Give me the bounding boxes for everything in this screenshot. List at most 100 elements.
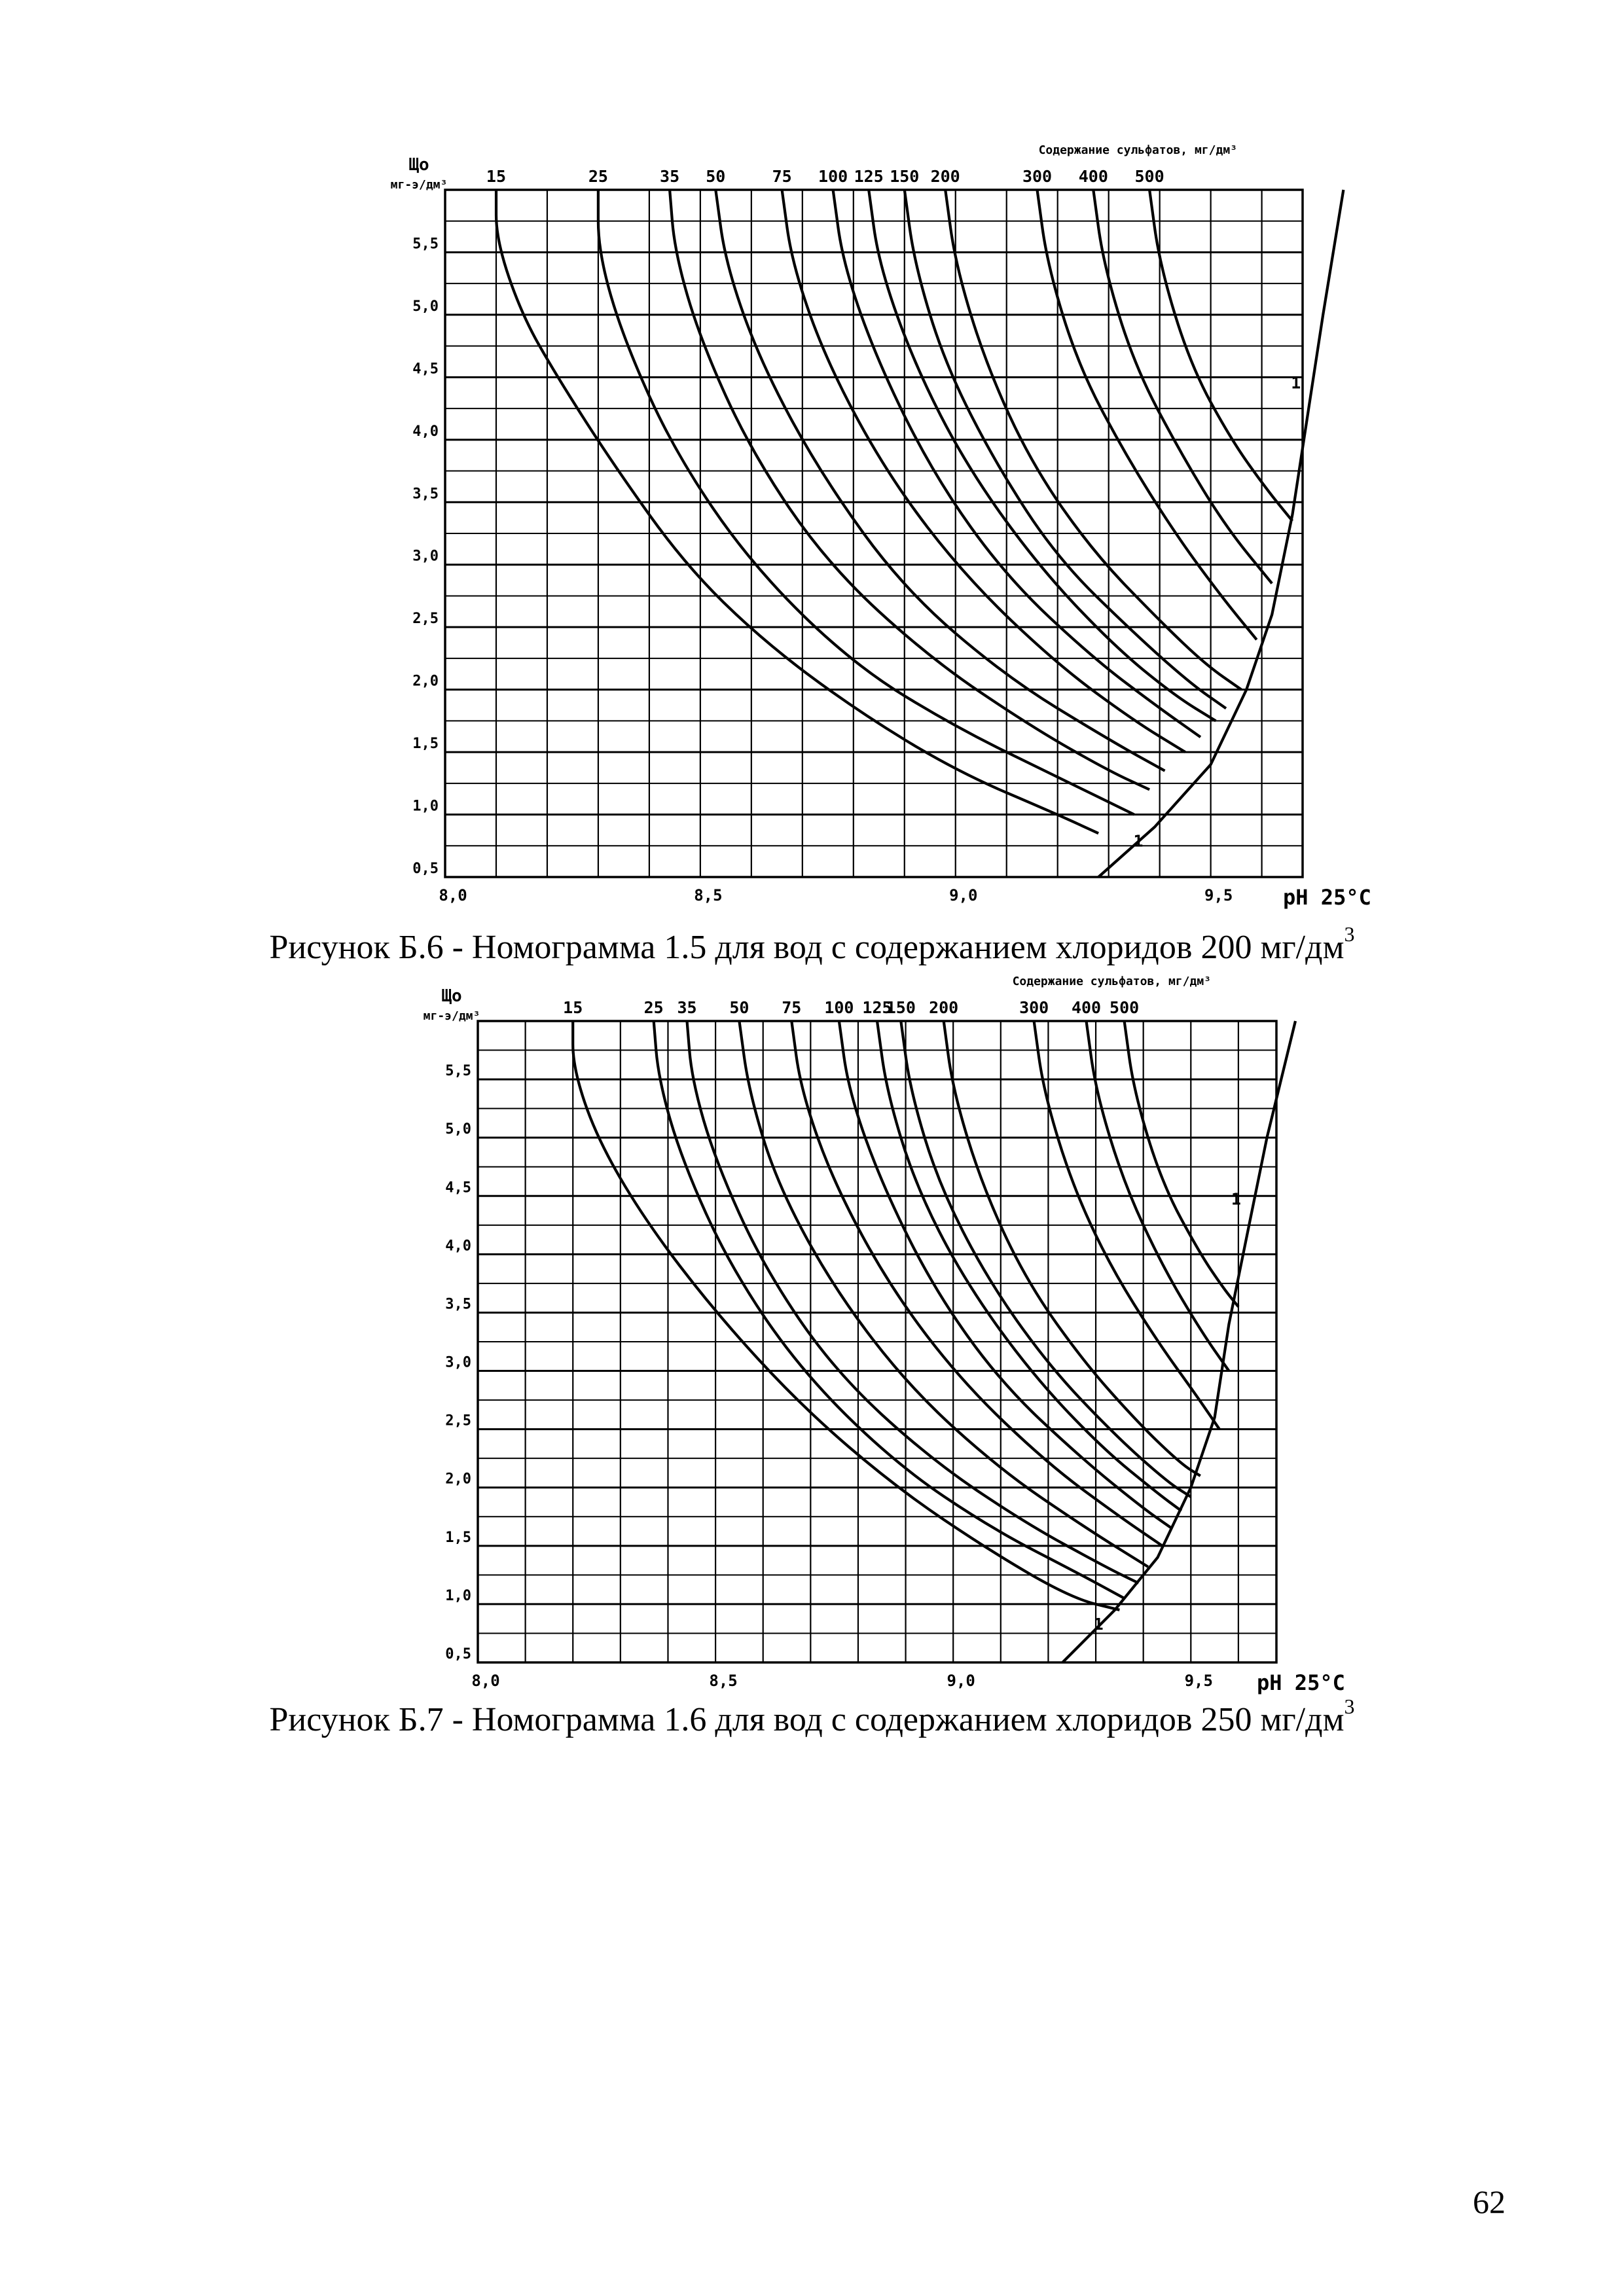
y-tick-label: 4,5 (445, 1179, 471, 1196)
x-tick-label: 8,5 (694, 886, 722, 905)
sulfate-label-35: 35 (660, 167, 679, 186)
x-axis-label: pH 25°C (1283, 885, 1371, 910)
sulfate-curve-25 (652, 1020, 1125, 1600)
y-tick-label: 0,5 (445, 1646, 471, 1662)
caption-figure-b7: Рисунок Б.7 - Номограмма 1.6 для вод с с… (0, 1696, 1624, 1740)
sulfate-curve-75 (780, 189, 1186, 753)
x-axis-label: pH 25°C (1257, 1670, 1345, 1695)
boundary-label-upper: 1 (1231, 1190, 1241, 1209)
y-tick-label: 5,5 (445, 1063, 471, 1079)
y-tick-label: 5,0 (445, 1121, 471, 1138)
sulfate-label-150: 150 (886, 998, 916, 1017)
x-tick-label: 9,5 (1185, 1672, 1213, 1690)
sulfate-curve-100 (831, 189, 1202, 738)
sulfate-curve-35 (668, 189, 1150, 791)
y-tick-label: 3,5 (412, 486, 439, 502)
y-tick-label: 2,0 (445, 1471, 471, 1488)
sulfate-curve-15 (494, 190, 1099, 835)
sulfate-curve-25 (596, 190, 1135, 816)
sulfate-label-400: 400 (1079, 167, 1108, 186)
sulfate-curve-100 (837, 1020, 1173, 1530)
y-tick-label: 3,0 (445, 1355, 471, 1371)
x-tick-label: 9,0 (949, 886, 977, 905)
plot-frame-b6 (444, 188, 1304, 878)
sulfate-label-25: 25 (588, 167, 608, 186)
nomogram-svg-b6: 15 25 35 50 75 100 125 150 200 300 400 500 1 1 0,5 1,0 1… (391, 143, 1371, 910)
sulfate-curve-125 (867, 189, 1217, 723)
y-tick-label: 4,0 (445, 1238, 471, 1254)
y-tick-label: 0,5 (412, 861, 439, 877)
caption-b6-text: Рисунок Б.6 - Номограмма 1.5 для вод с с… (269, 929, 1344, 966)
boundary-label-lower: 1 (1094, 1615, 1104, 1634)
sulfate-label-100: 100 (818, 167, 848, 186)
sulfate-label-75: 75 (782, 998, 801, 1017)
sulfate-curve-15 (571, 1021, 1120, 1611)
curves-b7 (571, 1020, 1240, 1611)
y-axis-label-main: Що (408, 155, 429, 175)
grid-b7 (478, 1021, 1276, 1662)
y-tick-label: 1,5 (445, 1530, 471, 1546)
sulfate-label-200: 200 (931, 167, 960, 186)
x-tick-label: 9,0 (947, 1672, 975, 1690)
caption-b7-text: Рисунок Б.7 - Номограмма 1.6 для вод с с… (269, 1701, 1344, 1738)
y-tick-label: 2,5 (445, 1413, 471, 1429)
boundary-curve-b7 (1061, 1020, 1297, 1664)
y-tick-label: 2,5 (412, 611, 439, 627)
boundary-label-lower: 1 (1133, 832, 1143, 851)
caption-figure-b6: Рисунок Б.6 - Номограмма 1.5 для вод с с… (0, 924, 1624, 967)
sulfate-curve-200 (944, 189, 1242, 691)
top-axis-title: Содержание сульфатов, мг/дм³ (1039, 143, 1237, 157)
boundary-label-upper: 1 (1291, 374, 1301, 393)
y-tick-label: 4,0 (412, 423, 439, 440)
sulfate-label-400: 400 (1072, 998, 1101, 1017)
y-tick-label: 1,0 (412, 798, 439, 815)
sulfate-label-300: 300 (1022, 167, 1052, 186)
y-tick-label: 1,0 (445, 1588, 471, 1604)
curves-b6 (494, 189, 1294, 835)
sulfate-curve-300 (1032, 1020, 1221, 1430)
nomogram-chart-b6: 15 25 35 50 75 100 125 150 200 300 400 500 1 1 0,5 1,0 1… (367, 131, 1371, 916)
sulfate-label-75: 75 (772, 167, 792, 186)
sulfate-curve-150 (903, 189, 1227, 710)
sulfate-curve-500 (1148, 189, 1294, 522)
y-axis-label-main: Що (441, 986, 461, 1006)
x-tick-label: 8,5 (709, 1672, 737, 1690)
x-tick-label: 8,0 (471, 1672, 499, 1690)
sulfate-curve-125 (875, 1020, 1183, 1513)
grid-b6 (445, 190, 1303, 877)
y-tick-label: 2,0 (412, 673, 439, 690)
sulfate-curve-500 (1123, 1020, 1240, 1308)
sulfate-label-500: 500 (1134, 167, 1164, 186)
y-tick-label: 3,0 (412, 548, 439, 565)
sulfate-label-50: 50 (706, 167, 725, 186)
sulfate-label-25: 25 (644, 998, 664, 1017)
sulfate-curve-400 (1085, 1020, 1231, 1372)
caption-b7-superscript: 3 (1344, 1695, 1355, 1718)
sulfate-label-50: 50 (729, 998, 749, 1017)
y-tick-label: 5,0 (412, 298, 439, 315)
sulfate-label-125: 125 (854, 167, 884, 186)
sulfate-label-15: 15 (563, 998, 583, 1017)
x-tick-label: 9,5 (1204, 886, 1233, 905)
sulfate-curve-50 (738, 1020, 1149, 1568)
boundary-curve-b6 (1097, 189, 1345, 878)
sulfate-curve-400 (1092, 189, 1273, 584)
caption-b6-superscript: 3 (1344, 922, 1355, 946)
y-tick-label: 4,5 (412, 361, 439, 377)
sulfate-label-125: 125 (862, 998, 892, 1017)
y-tick-label: 3,5 (445, 1296, 471, 1312)
y-tick-label: 5,5 (412, 236, 439, 252)
sulfate-curve-200 (942, 1020, 1201, 1477)
y-tick-label: 1,5 (412, 736, 439, 752)
x-tick-label: 8,0 (439, 886, 467, 905)
sulfate-label-15: 15 (486, 167, 506, 186)
sulfate-label-35: 35 (677, 998, 696, 1017)
top-axis-title: Содержание сульфатов, мг/дм³ (1013, 975, 1211, 988)
y-axis-label-units: мг-э/дм³ (424, 1009, 480, 1023)
sulfate-label-500: 500 (1110, 998, 1139, 1017)
sulfate-curve-300 (1036, 189, 1258, 641)
page-number: 62 (1473, 2183, 1506, 2220)
y-axis-label-units: мг-э/дм³ (391, 178, 448, 192)
sulfate-label-200: 200 (929, 998, 958, 1017)
